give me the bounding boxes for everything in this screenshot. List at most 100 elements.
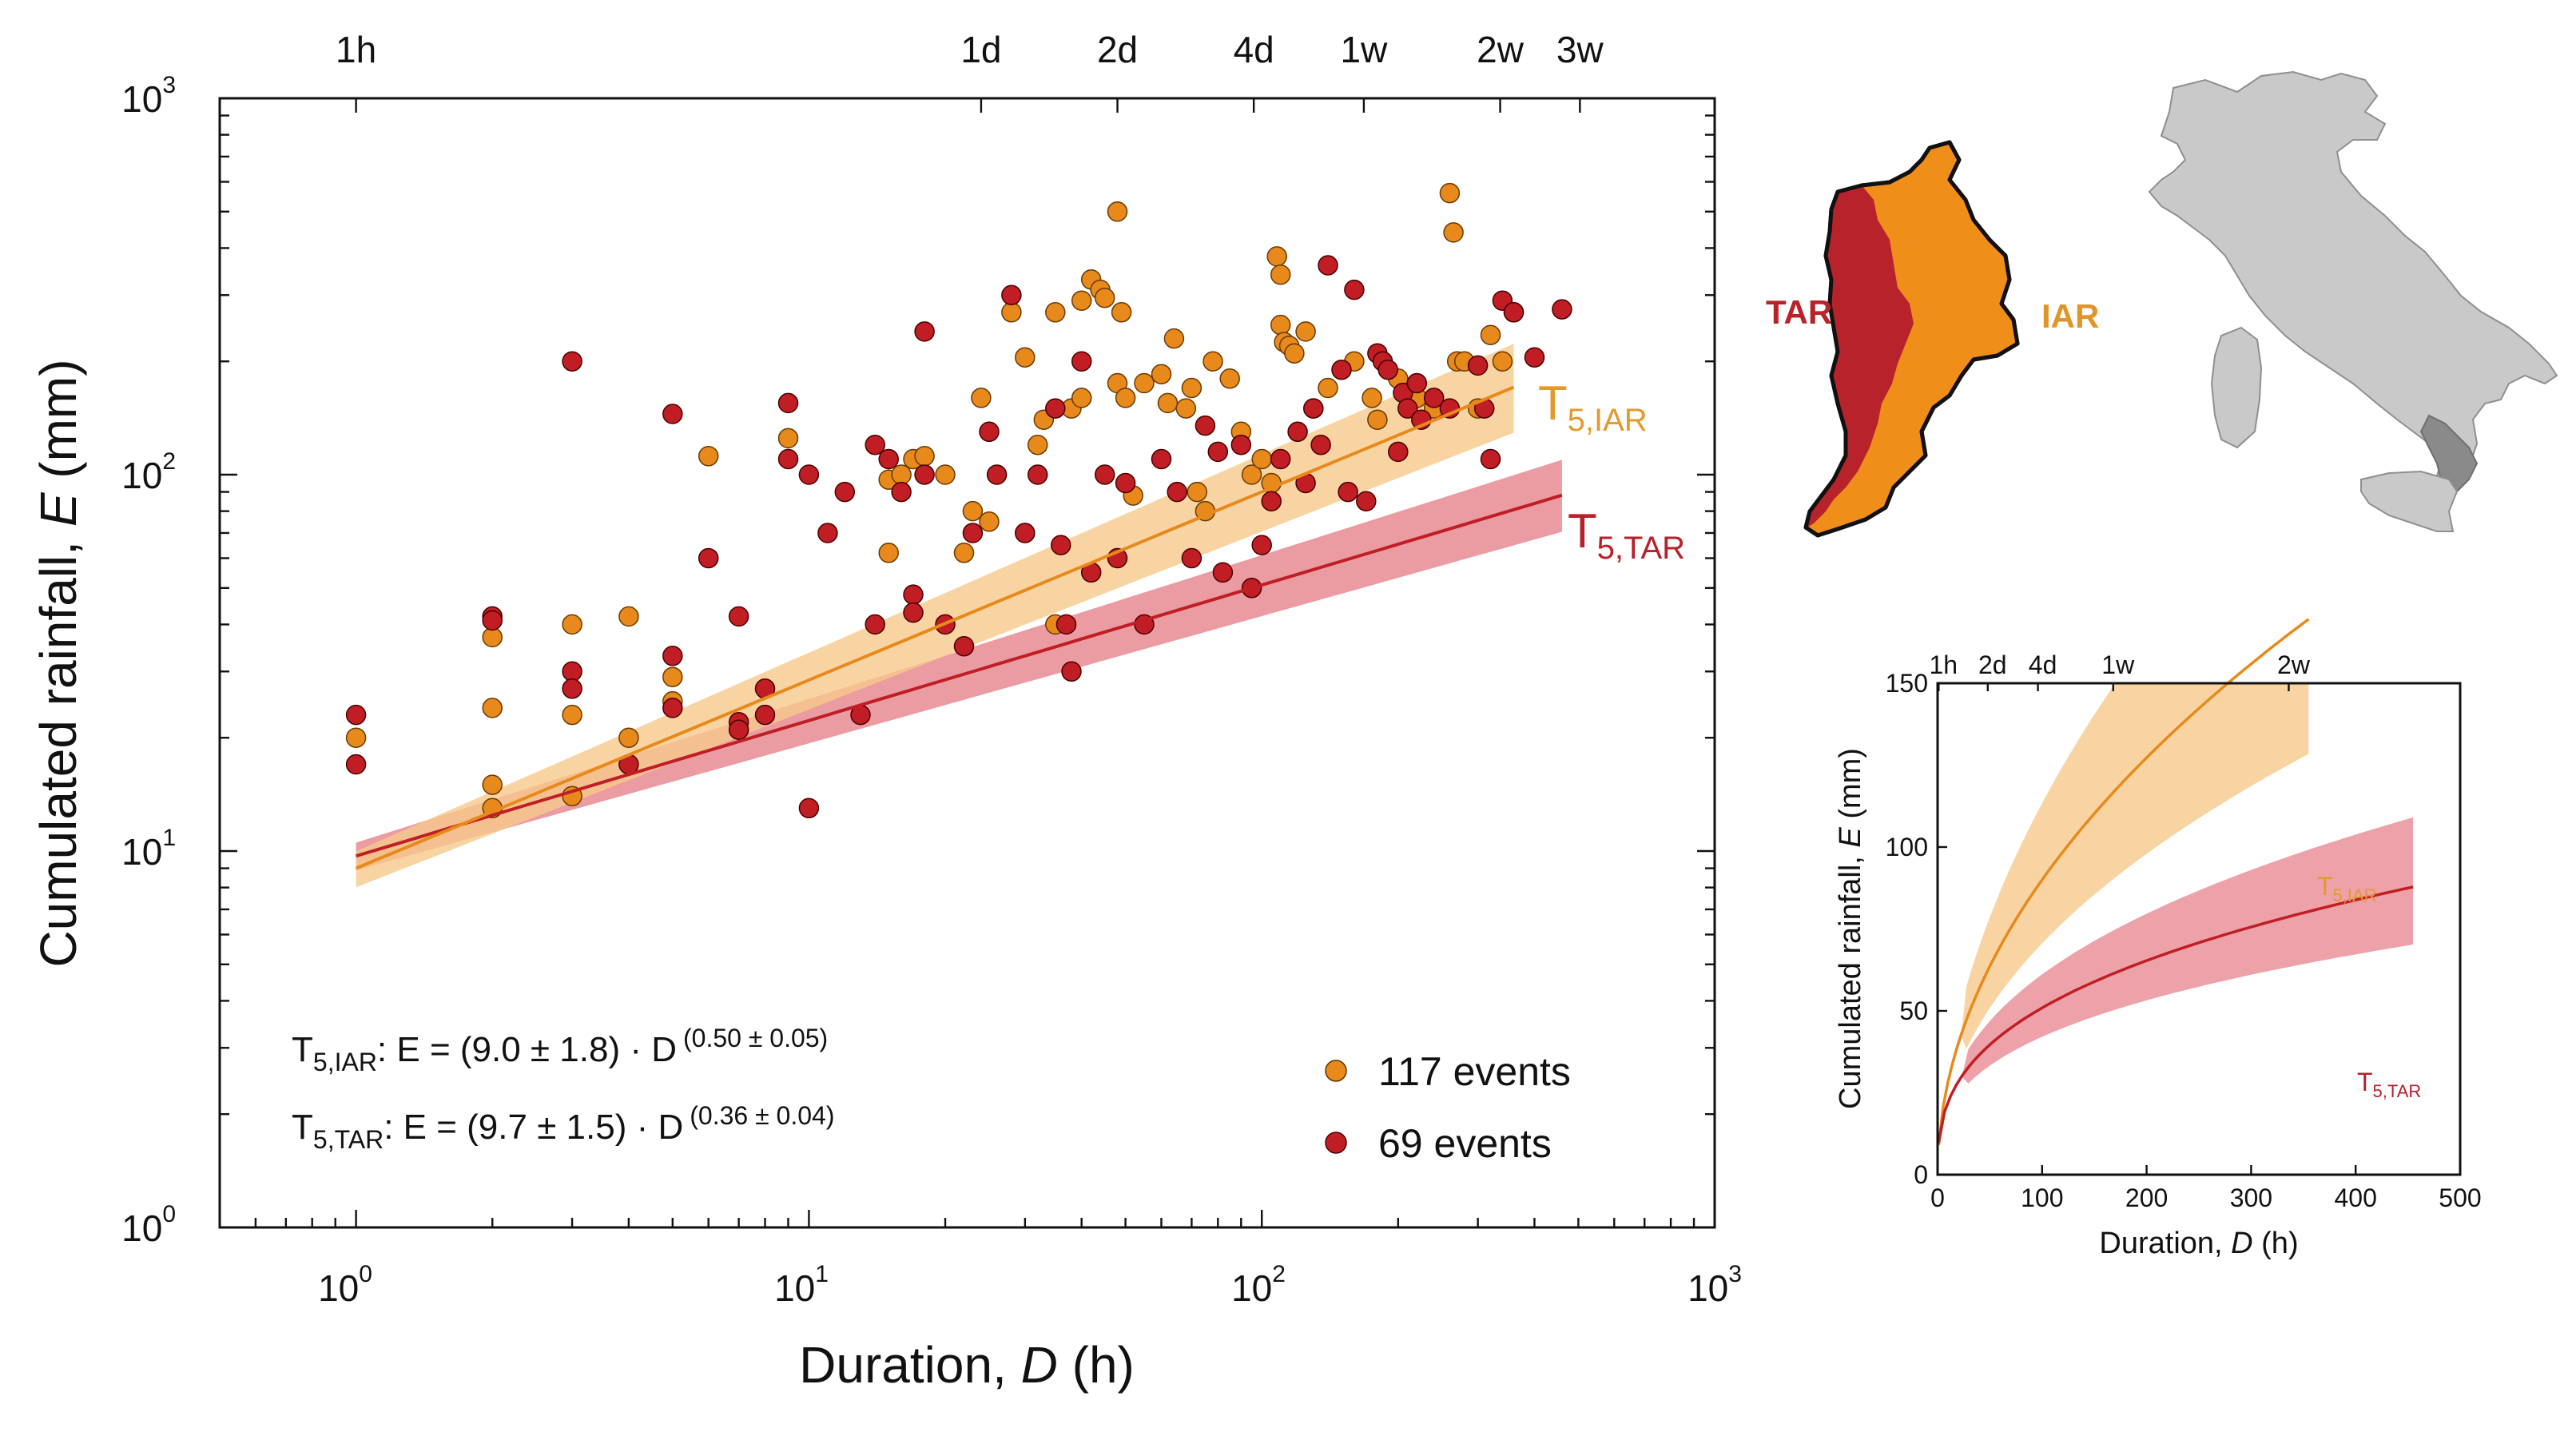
- point-iar: [979, 511, 1000, 532]
- italy-mainland: [2148, 70, 2558, 505]
- point-iar: [953, 543, 975, 563]
- point-tar: [1251, 535, 1272, 555]
- inset-x-tick-label: 100: [2021, 1183, 2063, 1212]
- point-tar: [1356, 491, 1377, 511]
- inset-y-tick-label: 50: [1899, 996, 1928, 1025]
- legend-marker-tar: [1325, 1132, 1347, 1154]
- point-tar: [1071, 351, 1092, 372]
- data-points: [345, 182, 1572, 819]
- top-tick-label: 3w: [1556, 29, 1604, 70]
- x-tick-1: 100: [318, 1261, 372, 1309]
- point-tar: [1015, 523, 1036, 543]
- point-tar: [1061, 661, 1082, 682]
- point-iar: [618, 606, 639, 627]
- point-iar: [935, 464, 956, 485]
- calabria-tar-region: [1807, 185, 1914, 527]
- point-tar: [1287, 421, 1308, 443]
- point-tar: [1261, 491, 1282, 511]
- point-iar: [1163, 328, 1185, 349]
- point-tar: [1181, 547, 1203, 569]
- point-iar: [1295, 321, 1316, 342]
- inset-curve-label-tar: T5,TAR: [2357, 1068, 2421, 1101]
- point-tar: [962, 523, 984, 543]
- point-tar: [1310, 434, 1331, 455]
- point-tar: [1318, 255, 1338, 276]
- point-iar: [1094, 287, 1115, 308]
- point-iar: [777, 428, 799, 449]
- point-iar: [1362, 388, 1382, 408]
- point-iar: [1439, 182, 1461, 204]
- point-iar: [1270, 264, 1291, 285]
- top-tick-label: 1h: [336, 29, 376, 70]
- inset-top-tick-label: 1w: [2101, 650, 2135, 679]
- point-tar: [865, 614, 885, 635]
- point-tar: [1207, 441, 1229, 463]
- point-iar: [1151, 364, 1172, 384]
- point-tar: [1503, 302, 1525, 323]
- inset-top-tick-label: 2w: [2277, 650, 2311, 679]
- point-tar: [1338, 481, 1358, 503]
- fit-label-iar: T5,IAR: [1538, 376, 1648, 438]
- point-tar: [777, 392, 799, 414]
- point-tar: [728, 606, 749, 627]
- y-tick-labels: 100 101 102 103: [121, 72, 176, 1249]
- legend: 117 events 69 events: [1325, 1049, 1571, 1166]
- point-iar: [1318, 377, 1338, 399]
- point-tar: [777, 448, 799, 470]
- legend-label-tar: 69 events: [1378, 1121, 1552, 1166]
- point-iar: [891, 464, 912, 485]
- point-tar: [1331, 359, 1352, 380]
- map-label-tar: TAR: [1766, 293, 1832, 331]
- point-iar: [1015, 347, 1036, 368]
- point-tar: [1027, 464, 1048, 485]
- point-tar: [1344, 279, 1365, 300]
- fit-line-iar: [355, 385, 1515, 870]
- top-tick-label: 2d: [1097, 29, 1138, 70]
- point-tar: [798, 464, 820, 485]
- point-iar: [1270, 314, 1291, 336]
- calabria-map: TAR IAR: [1766, 140, 2099, 538]
- italy-sardinia: [2210, 326, 2263, 449]
- point-tar: [562, 351, 582, 372]
- point-tar: [979, 421, 1000, 443]
- main-chart: 1h 1d 2d 4d 1w 2w 3w 100 101 102 103 100 101 1…: [30, 29, 1742, 1394]
- top-tick-label: 2w: [1477, 29, 1525, 70]
- inset-y-tick-label: 100: [1886, 833, 1928, 861]
- point-tar: [953, 635, 975, 657]
- calabria-outline: [1803, 140, 2020, 538]
- inset-x-axis-title: Duration, D (h): [2099, 1227, 2298, 1260]
- inset-curve-label-iar: T5,IAR: [2317, 872, 2377, 905]
- point-iar: [1443, 222, 1464, 243]
- x-axis-title: Duration, D (h): [799, 1336, 1135, 1394]
- point-tar: [1377, 359, 1398, 380]
- point-tar: [698, 547, 719, 569]
- inset-axis-ticks: 0 100 200 300 400 500 0 50 100 150: [1886, 669, 2482, 1212]
- y-axis-title: Cumulated rainfall, E (mm): [30, 359, 87, 967]
- y-tick-10: 101: [121, 825, 176, 873]
- point-iar: [482, 774, 503, 795]
- point-iar: [1284, 343, 1305, 364]
- x-tick-100: 102: [1231, 1261, 1286, 1309]
- inset-y-tick-label: 150: [1886, 669, 1928, 698]
- point-tar: [1388, 441, 1409, 463]
- equation-tar: T5,TAR: E = (9.7 ± 1.5) · D (0.36 ± 0.04): [292, 1101, 834, 1154]
- x-tick-labels: 100 101 102 103: [318, 1261, 1742, 1309]
- point-tar: [986, 464, 1008, 485]
- point-iar: [1115, 388, 1136, 408]
- inset-top-tick-label: 2d: [1978, 650, 2007, 679]
- point-tar: [1230, 434, 1252, 455]
- point-tar: [345, 754, 367, 775]
- point-tar: [914, 321, 935, 342]
- fit-label-tar: T5,TAR: [1568, 504, 1685, 566]
- point-tar: [903, 602, 924, 623]
- point-iar: [1251, 448, 1272, 470]
- point-tar: [1115, 472, 1136, 494]
- y-tick-1: 100: [121, 1201, 176, 1249]
- inset-x-tick-label: 400: [2335, 1183, 2377, 1212]
- point-tar: [834, 481, 856, 503]
- point-tar: [1270, 448, 1291, 470]
- top-duration-axis: 1h 1d 2d 4d 1w 2w 3w: [336, 29, 1604, 70]
- point-iar: [1071, 290, 1092, 311]
- point-iar: [878, 543, 899, 563]
